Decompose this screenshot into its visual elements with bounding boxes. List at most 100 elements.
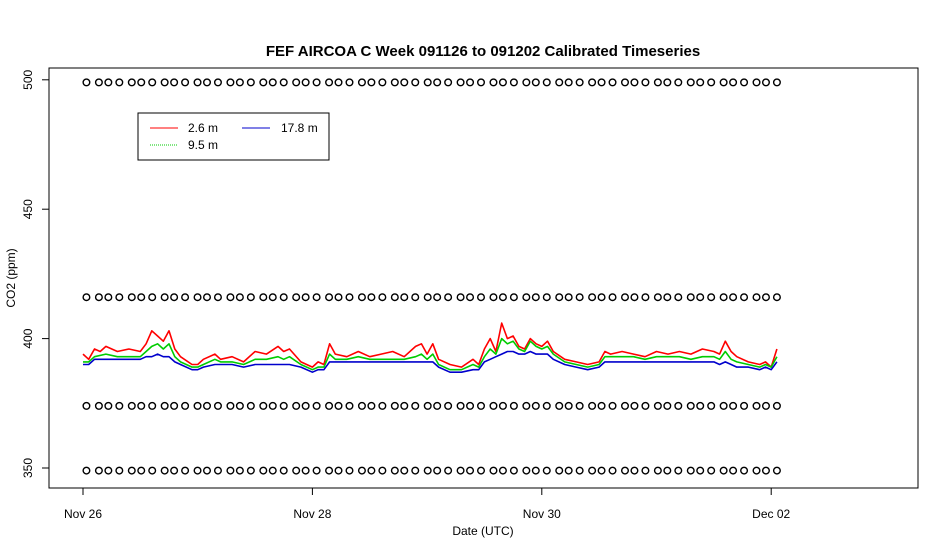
series-line [82,322,778,368]
data-point-circle [653,466,662,475]
data-point-circle [588,466,597,475]
data-point-circle [160,293,169,302]
data-point-circle [597,293,606,302]
data-point-circle [160,78,169,87]
data-point-circle [170,293,179,302]
data-point-circle [312,466,321,475]
data-point-circle [312,293,321,302]
data-point-circle [193,466,202,475]
data-point-circle [235,293,244,302]
data-point-circle [686,293,695,302]
data-point-circle [555,293,564,302]
data-point-circle [400,401,409,410]
data-point-circle [740,78,749,87]
x-tick-label: Nov 26 [64,507,102,521]
data-point-circle [466,78,475,87]
data-point-circle [588,293,597,302]
data-point-circle [531,466,540,475]
data-point-circle [740,466,749,475]
data-point-circle [367,293,376,302]
data-point-circle [181,293,190,302]
data-point-circle [325,466,334,475]
data-point-circle [246,401,255,410]
data-point-circle [555,78,564,87]
data-point-circle [608,78,617,87]
data-point-circle [268,466,277,475]
data-point-circle [411,401,420,410]
data-point-circle [203,401,212,410]
data-point-circle [498,293,507,302]
data-point-circle [203,466,212,475]
data-point-circle [555,401,564,410]
data-point-circle [279,401,288,410]
data-point-circle [564,78,573,87]
data-point-circle [653,401,662,410]
data-point-circle [653,293,662,302]
data-point-circle [466,401,475,410]
data-point-circle [411,466,420,475]
data-point-circle [423,293,432,302]
data-point-circle [148,293,157,302]
data-point-circle [160,466,169,475]
data-point-circle [357,401,366,410]
data-point-circle [115,293,124,302]
data-point-circle [522,466,531,475]
data-point-circle [279,293,288,302]
data-point-circle [531,293,540,302]
data-point-circle [301,293,310,302]
data-point-circle [575,401,584,410]
data-point-circle [641,401,650,410]
data-point-circle [246,78,255,87]
data-point-circle [334,401,343,410]
data-point-circle [104,401,113,410]
data-point-circle [575,466,584,475]
series-lines [82,322,778,374]
legend-label-9-5m: 9.5 m [188,138,218,152]
data-point-circle [400,78,409,87]
y-tick-label: 500 [21,69,35,89]
data-point-circle [181,78,190,87]
data-point-circle [674,78,683,87]
data-point-circle [213,78,222,87]
data-point-circle [357,293,366,302]
data-point-circle [367,78,376,87]
data-point-circle [148,401,157,410]
data-point-circle [509,293,518,302]
data-point-circle [94,466,103,475]
data-point-circle [522,78,531,87]
data-point-circle [226,78,235,87]
data-point-circle [752,401,761,410]
data-point-circle [620,466,629,475]
data-point-circle [292,78,301,87]
data-point-circle [235,466,244,475]
data-point-circle [378,293,387,302]
data-point-circle [226,466,235,475]
data-point-circle [82,78,91,87]
y-tick-label: 350 [21,458,35,478]
data-point-circle [292,293,301,302]
data-point-circle [444,466,453,475]
data-point-circle [226,293,235,302]
x-axis-label: Date (UTC) [452,524,513,538]
data-point-circle [740,401,749,410]
data-point-circle [761,401,770,410]
data-point-circle [729,401,738,410]
data-point-circle [127,401,136,410]
data-point-circle [686,401,695,410]
data-point-circle [181,401,190,410]
data-point-circle [115,401,124,410]
circle-markers [82,78,781,475]
data-point-circle [137,293,146,302]
data-point-circle [423,466,432,475]
data-point-circle [531,401,540,410]
data-point-circle [509,401,518,410]
data-point-circle [498,466,507,475]
data-point-circle [301,401,310,410]
data-point-circle [312,78,321,87]
data-point-circle [641,293,650,302]
data-point-circle [564,466,573,475]
data-point-circle [489,78,498,87]
data-point-circle [213,466,222,475]
data-point-circle [411,293,420,302]
y-axis-label: CO2 (ppm) [4,248,18,307]
